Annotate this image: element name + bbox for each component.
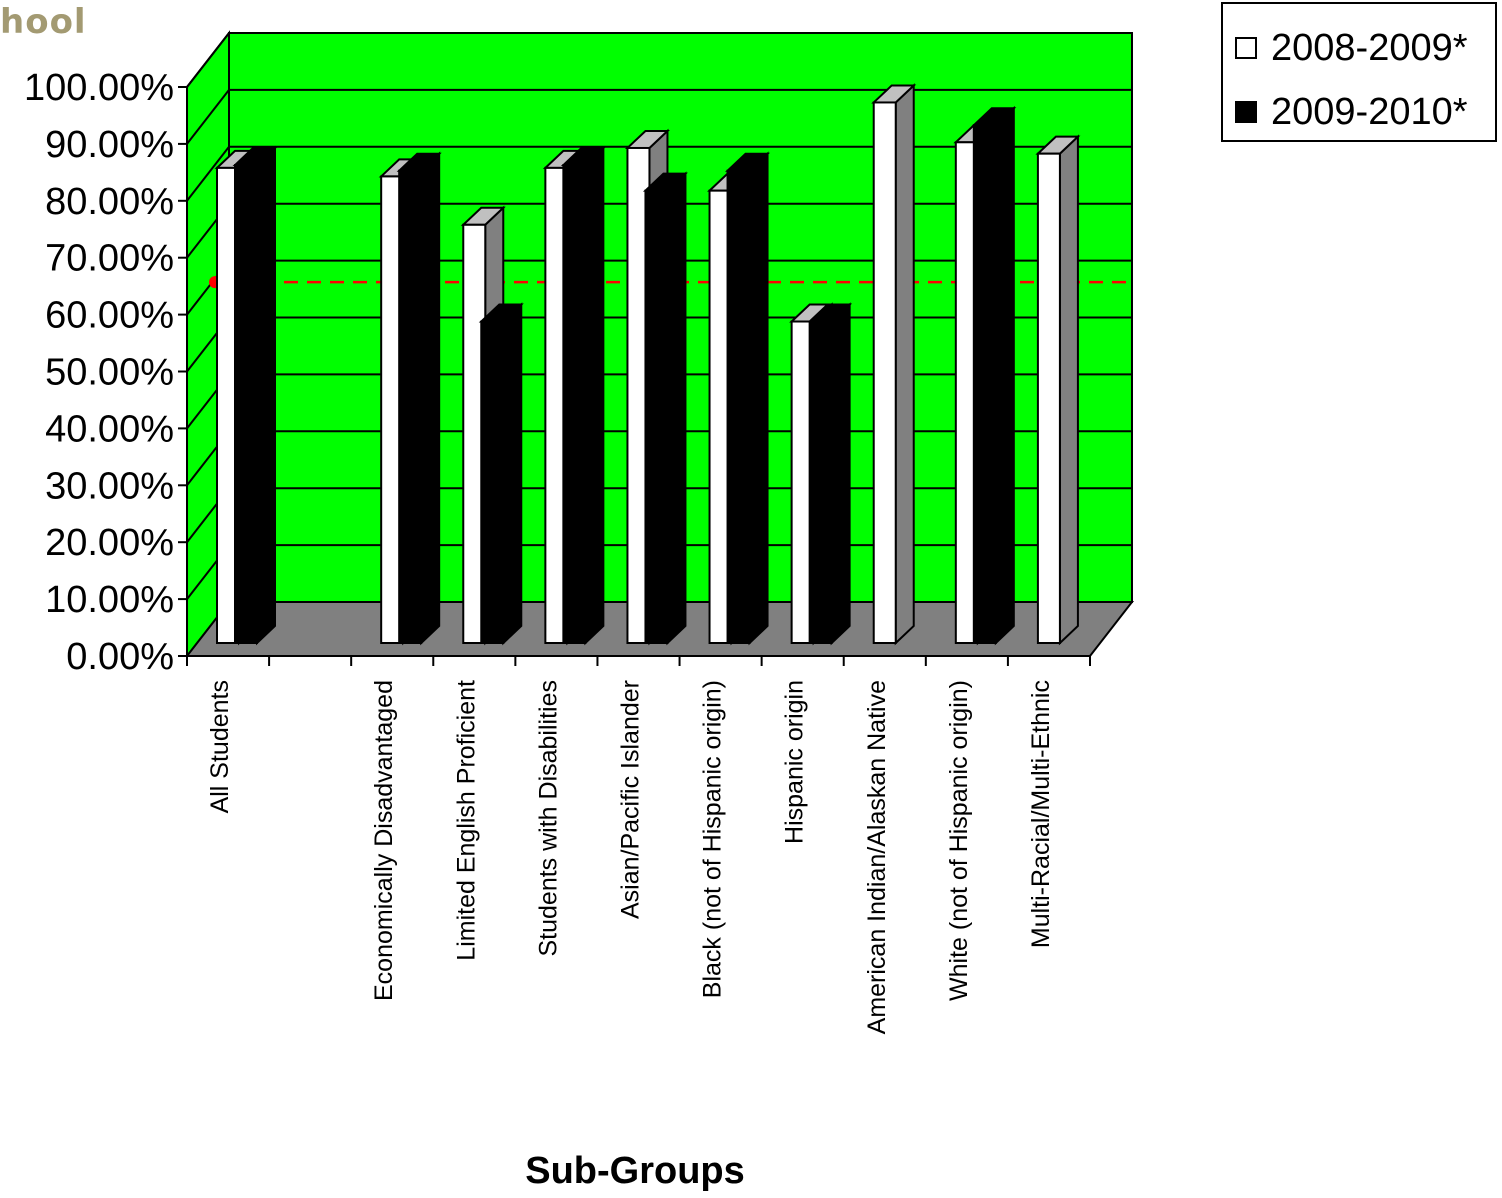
bar-side-face [894, 83, 915, 646]
x-tick-label: Students with Disabilities [534, 680, 562, 957]
header-fragment-text: hool [0, 2, 87, 42]
bar-front-face [1036, 152, 1061, 644]
bar-front-face [234, 164, 258, 644]
y-tick-label: 80.00% [45, 181, 174, 223]
bar-front-face [808, 320, 833, 644]
bar-2009-2010 [560, 145, 606, 646]
bar-2009-2010 [807, 302, 853, 646]
chart-legend: 2008-2009* 2009-2010* [1221, 2, 1497, 142]
x-tick-label: Economically Disadvantaged [370, 680, 398, 1001]
legend-swatch-white [1235, 37, 1257, 59]
bar-2008-2009 [871, 83, 917, 646]
x-tick-label: Limited English Proficient [452, 680, 480, 961]
legend-item-2009-2010: 2009-2010* [1235, 82, 1468, 142]
x-tick-label: American Indian/Alaskan Native [863, 680, 891, 1034]
bar-side-face [994, 105, 1015, 646]
bar-front-face [726, 169, 751, 644]
gridline-side [186, 32, 230, 88]
bar-side-face [420, 151, 441, 646]
y-tick-label: 100.00% [24, 67, 174, 109]
x-tick-label: White (not of Hispanic origin) [945, 680, 973, 1001]
y-tick-label: 60.00% [45, 295, 174, 337]
legend-label: 2008-2009* [1271, 26, 1468, 69]
bar-side-face [830, 302, 851, 646]
bar-front-face [480, 320, 505, 644]
y-tick-label: 0.00% [66, 636, 174, 678]
bar-front-face [972, 124, 997, 644]
legend-label: 2009-2010* [1271, 90, 1468, 133]
bar-2009-2010 [642, 171, 688, 646]
y-tick-label: 20.00% [45, 522, 174, 564]
bar-2009-2010 [725, 151, 771, 646]
gridline-side [186, 89, 230, 145]
bar-front-face [398, 169, 423, 644]
bar-side-face [666, 171, 687, 646]
legend-item-2008-2009: 2008-2009* [1235, 18, 1468, 78]
y-tick-label: 70.00% [45, 238, 174, 280]
y-tick-label: 30.00% [45, 465, 174, 507]
x-tick-label: All Students [206, 680, 234, 813]
bar-2009-2010 [478, 302, 524, 646]
bar-side-face [748, 151, 769, 646]
bar-side-face [502, 302, 523, 646]
x-tick-label: Black (not of Hispanic origin) [699, 680, 727, 998]
x-axis-title: Sub-Groups [525, 1150, 745, 1192]
bar-side-face [584, 145, 605, 646]
bar-front-face [644, 189, 669, 645]
y-tick-label: 40.00% [45, 408, 174, 450]
x-tick-label: Asian/Pacific Islander [617, 680, 645, 919]
y-tick-label: 10.00% [45, 579, 174, 621]
legend-swatch-black [1235, 101, 1257, 123]
bar-side-face [256, 145, 276, 646]
bar-side-face [1058, 134, 1079, 646]
y-tick-label: 50.00% [45, 352, 174, 394]
bar-2009-2010 [971, 105, 1017, 646]
x-tick-label: Multi-Racial/Multi-Ethnic [1027, 680, 1055, 948]
bar-front-face [562, 164, 587, 644]
bar-2009-2010 [232, 145, 278, 646]
bar-front-face [872, 101, 897, 644]
bar-2008-2009 [1035, 134, 1081, 646]
gridline-side [186, 146, 230, 202]
y-tick-label: 90.00% [45, 124, 174, 166]
bar-2009-2010 [396, 151, 442, 646]
x-tick-label: Hispanic origin [781, 680, 809, 844]
